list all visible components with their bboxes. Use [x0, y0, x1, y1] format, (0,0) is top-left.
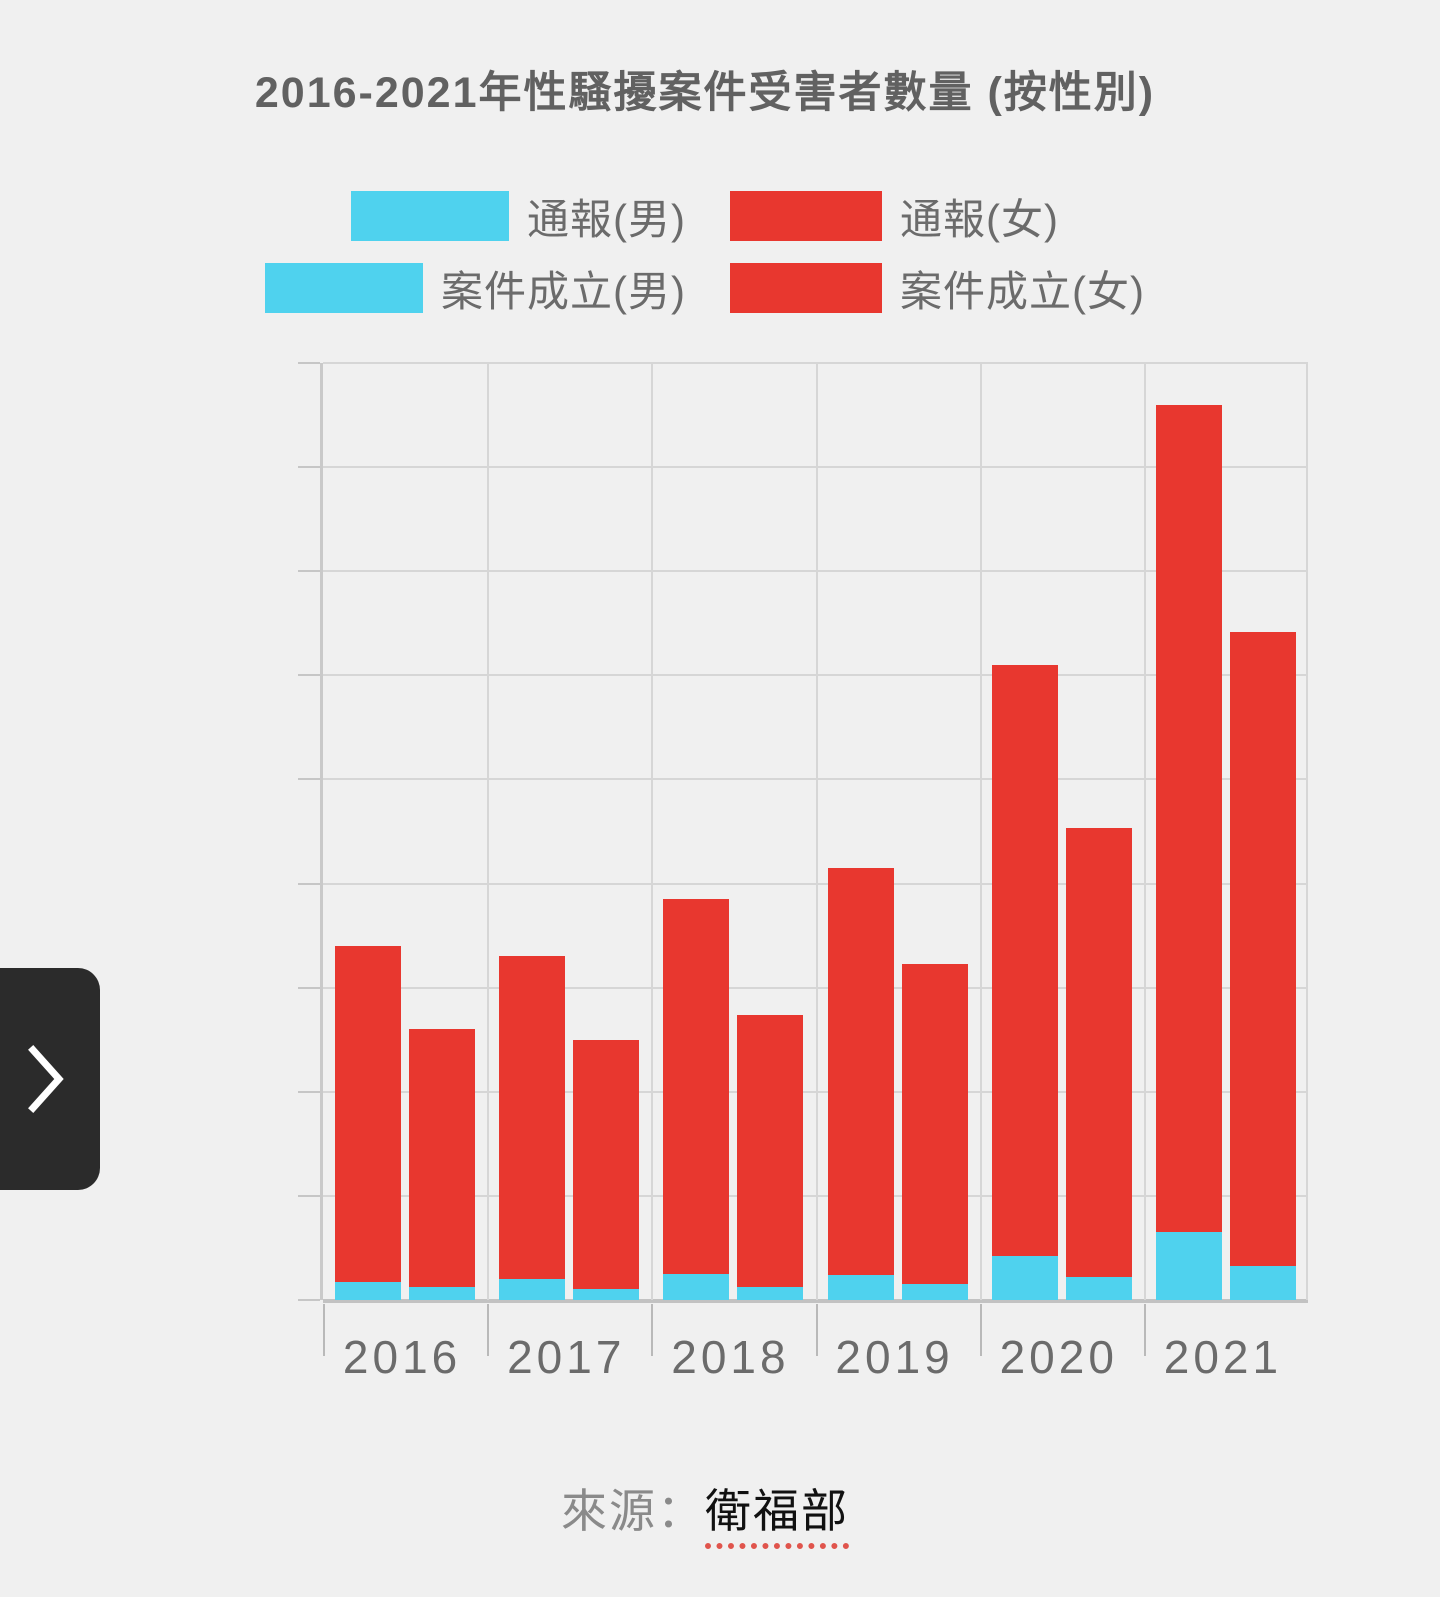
- legend-row-1: 通報(男) 通報(女): [0, 180, 1410, 252]
- bar-segment-male[interactable]: [901, 1284, 968, 1300]
- x-axis-tick-mark: [323, 1304, 325, 1356]
- source-note: 來源：衛福部: [0, 1475, 1410, 1549]
- x-axis-tick-label: 2016: [342, 1331, 462, 1383]
- next-slide-button[interactable]: [0, 968, 100, 1190]
- bar-segment-male[interactable]: [335, 1281, 402, 1300]
- bar-案件成立-2019[interactable]: [901, 964, 968, 1300]
- bar-通報-2019[interactable]: [827, 867, 894, 1300]
- category-separator-gridline: [979, 363, 982, 1300]
- bar-案件成立-2017[interactable]: [573, 1039, 640, 1300]
- bar-segment-female[interactable]: [1065, 827, 1132, 1277]
- category-separator-gridline: [651, 363, 654, 1300]
- bar-通報-2020[interactable]: [991, 664, 1058, 1300]
- bar-segment-male[interactable]: [827, 1275, 894, 1300]
- legend-label-reported-female: 通報(女): [900, 195, 1059, 243]
- x-axis-tick-label: 2019: [835, 1331, 954, 1383]
- bar-segment-female[interactable]: [409, 1029, 476, 1287]
- legend-item-established-male[interactable]: 案件成立(男): [265, 258, 686, 319]
- plot-right-border: [1306, 363, 1308, 1300]
- legend-label-reported-male: 通報(男): [527, 195, 686, 243]
- bar-通報-2017[interactable]: [499, 956, 566, 1300]
- legend-item-reported-female[interactable]: 通報(女): [730, 186, 1059, 247]
- y-axis-tick-mark: [298, 570, 320, 573]
- x-axis-tick-label: 2020: [999, 1331, 1118, 1383]
- bar-通報-2018[interactable]: [663, 899, 730, 1300]
- bar-segment-male[interactable]: [1229, 1266, 1296, 1300]
- bar-segment-male[interactable]: [499, 1279, 566, 1300]
- legend-swatch-established-male: [265, 263, 424, 313]
- bar-segment-female[interactable]: [573, 1039, 640, 1289]
- category-separator-gridline: [815, 363, 818, 1300]
- x-axis-tick-label: 2021: [1163, 1331, 1283, 1383]
- x-axis-tick-mark: [979, 1304, 982, 1356]
- y-axis-tick-mark: [298, 674, 320, 677]
- bar-segment-female[interactable]: [1229, 632, 1296, 1267]
- legend-swatch-reported-male: [351, 191, 510, 241]
- x-axis-baseline: [323, 1299, 1308, 1303]
- bar-segment-female[interactable]: [991, 664, 1058, 1256]
- page-title: 2016-2021年性騷擾案件受害者數量 (按性別): [254, 69, 1156, 117]
- legend-item-reported-male[interactable]: 通報(男): [351, 186, 686, 247]
- legend-swatch-established-female: [730, 263, 882, 313]
- bar-segment-female[interactable]: [827, 867, 894, 1276]
- y-axis-tick-mark: [298, 1194, 320, 1197]
- legend-label-established-male: 案件成立(男): [441, 267, 686, 315]
- bar-segment-male[interactable]: [991, 1255, 1058, 1300]
- bar-segment-male[interactable]: [573, 1288, 640, 1300]
- chart-legend: 通報(男) 通報(女) 案件成立(男) 案件成立(女): [0, 180, 1410, 324]
- bar-segment-female[interactable]: [335, 946, 402, 1282]
- x-axis-tick-mark: [651, 1304, 654, 1356]
- y-axis-tick-mark: [298, 1090, 320, 1093]
- bar-segment-female[interactable]: [1155, 404, 1222, 1233]
- bar-案件成立-2020[interactable]: [1065, 827, 1132, 1300]
- x-axis-tick-mark: [487, 1304, 490, 1356]
- bar-通報-2016[interactable]: [335, 946, 402, 1300]
- x-axis-tick-label: 2017: [507, 1331, 626, 1383]
- bar-segment-male[interactable]: [1065, 1276, 1132, 1300]
- category-separator-gridline: [487, 363, 490, 1300]
- bar-segment-female[interactable]: [663, 899, 730, 1274]
- y-axis-tick-mark: [298, 466, 320, 469]
- bar-segment-female[interactable]: [737, 1015, 804, 1287]
- y-axis-tick-mark: [298, 882, 320, 885]
- bar-segment-female[interactable]: [901, 964, 968, 1285]
- bar-案件成立-2021[interactable]: [1229, 632, 1296, 1300]
- chevron-right-icon: [0, 1044, 69, 1114]
- bar-segment-male[interactable]: [409, 1287, 476, 1300]
- bar-segment-male[interactable]: [737, 1287, 804, 1300]
- source-prefix: 來源：: [561, 1485, 705, 1537]
- bar-segment-male[interactable]: [1155, 1232, 1222, 1300]
- source-organization: 衛福部: [705, 1485, 849, 1549]
- bar-segment-male[interactable]: [663, 1273, 730, 1300]
- legend-item-established-female[interactable]: 案件成立(女): [730, 258, 1145, 319]
- x-axis-tick-mark: [815, 1304, 818, 1356]
- legend-label-established-female: 案件成立(女): [900, 267, 1145, 315]
- bar-案件成立-2018[interactable]: [737, 1015, 804, 1300]
- y-axis-tick-mark: [298, 1299, 320, 1301]
- y-axis-tick-mark: [298, 986, 320, 989]
- bar-segment-female[interactable]: [499, 956, 566, 1280]
- y-axis-tick-mark: [298, 778, 320, 781]
- legend-swatch-reported-female: [730, 191, 882, 241]
- bar-案件成立-2016[interactable]: [409, 1029, 476, 1300]
- x-axis-labels: 2016 2017 2018 2019 2020 2021: [320, 1330, 1305, 1400]
- category-separator-gridline: [1143, 363, 1146, 1300]
- bar-通報-2021[interactable]: [1155, 404, 1222, 1300]
- legend-row-2: 案件成立(男) 案件成立(女): [0, 252, 1410, 324]
- x-axis-tick-mark: [1143, 1304, 1146, 1356]
- x-axis-tick-label: 2018: [671, 1331, 790, 1383]
- plot-area: [320, 362, 1308, 1356]
- y-axis-tick-mark: [298, 362, 320, 364]
